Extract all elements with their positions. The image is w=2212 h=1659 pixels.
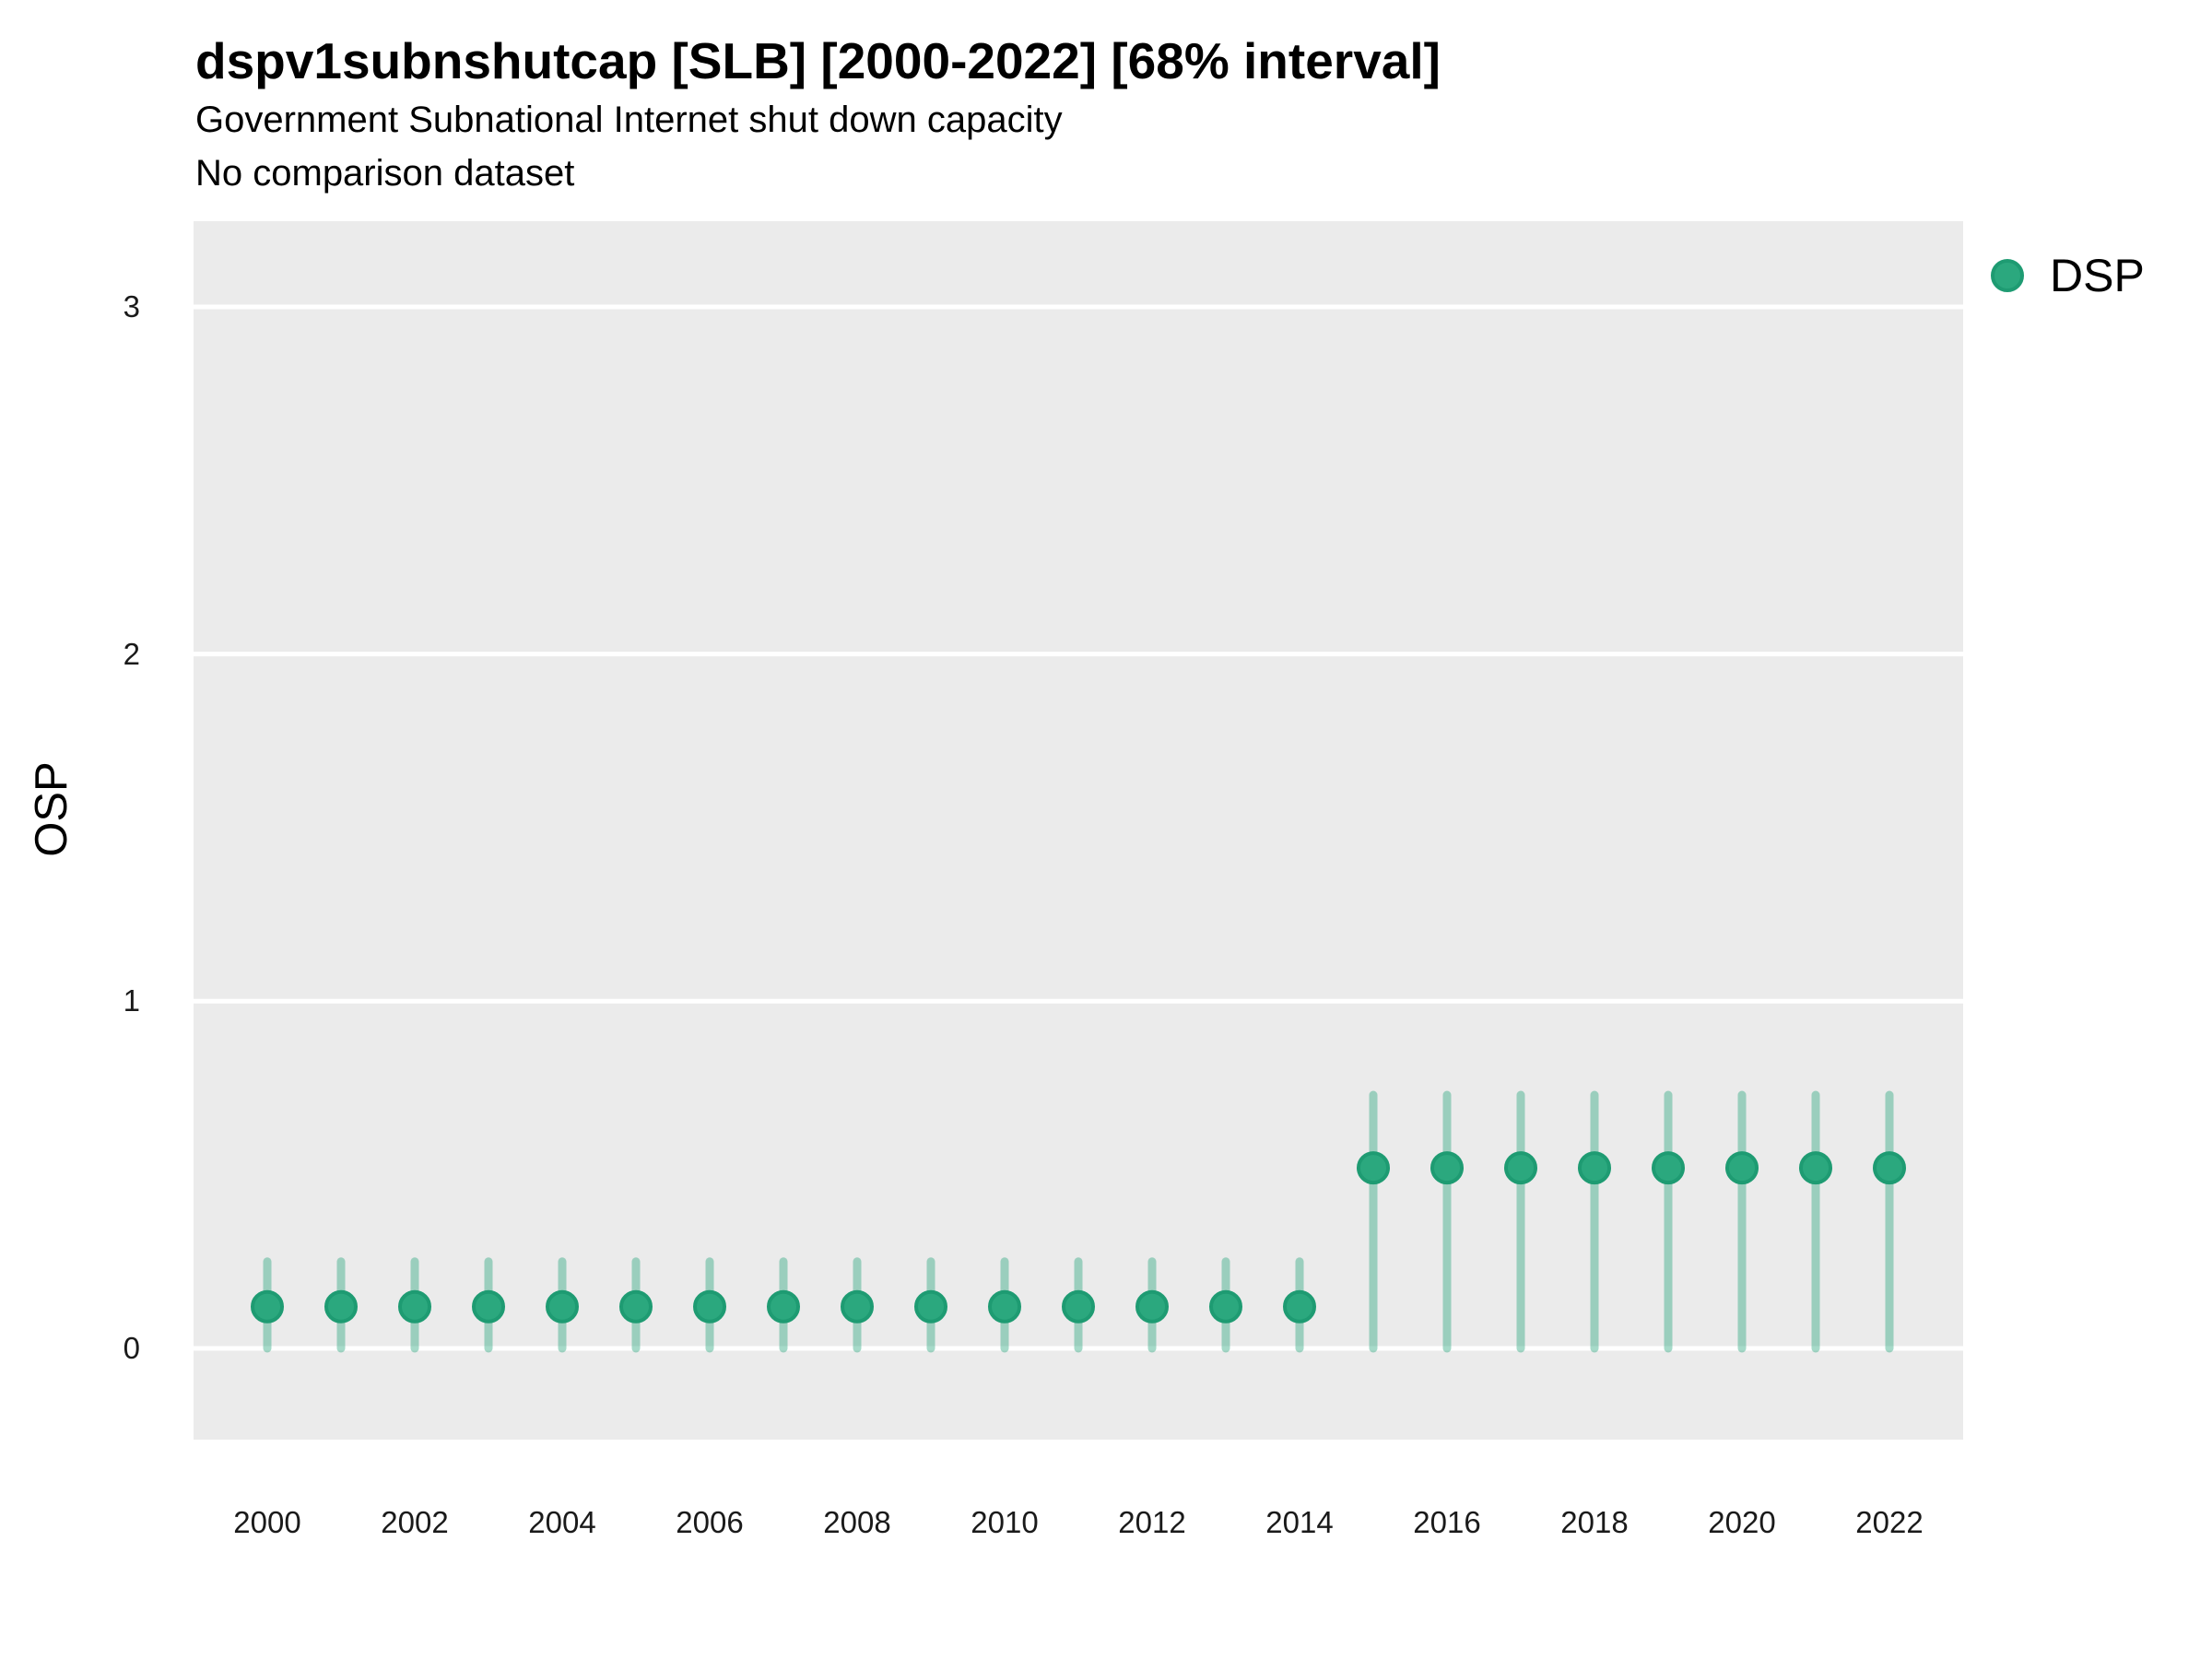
x-tick-label-2020: 2020: [1708, 1505, 1776, 1539]
x-tick-label-2014: 2014: [1265, 1505, 1334, 1539]
data-point-2003: [472, 1289, 505, 1324]
data-point-2005: [619, 1289, 653, 1324]
data-point-2021: [1799, 1151, 1832, 1185]
data-point-2014: [1283, 1289, 1316, 1324]
data-point-2001: [324, 1289, 358, 1324]
plot-area: [194, 221, 1963, 1440]
y-axis-title: OSP: [27, 761, 76, 857]
x-tick-label-2016: 2016: [1413, 1505, 1481, 1539]
legend-label: DSP: [2050, 250, 2145, 301]
y-tick-label-0: 0: [123, 1330, 140, 1365]
x-tick-label-2000: 2000: [233, 1505, 301, 1539]
y-tick-label-1: 1: [123, 983, 140, 1018]
y-tick-label-3: 3: [123, 289, 140, 324]
x-tick-label-2004: 2004: [528, 1505, 596, 1539]
x-tick-label-2012: 2012: [1118, 1505, 1186, 1539]
data-point-2020: [1725, 1151, 1759, 1185]
x-tick-label-2006: 2006: [676, 1505, 744, 1539]
y-tick-label-2: 2: [123, 636, 140, 671]
data-point-2015: [1357, 1151, 1390, 1185]
data-point-2002: [398, 1289, 431, 1324]
legend: DSP: [1991, 249, 2145, 302]
chart-subtitle: Government Subnational Internet shut dow…: [195, 100, 1063, 140]
data-point-2012: [1135, 1289, 1169, 1324]
x-tick-label-2002: 2002: [381, 1505, 449, 1539]
data-point-2004: [546, 1289, 579, 1324]
data-point-2013: [1209, 1289, 1242, 1324]
x-tick-label-2010: 2010: [971, 1505, 1039, 1539]
data-point-2016: [1430, 1151, 1464, 1185]
data-point-2000: [251, 1289, 284, 1324]
data-point-2008: [841, 1289, 874, 1324]
data-point-2022: [1873, 1151, 1906, 1185]
data-point-2007: [767, 1289, 800, 1324]
chart-title: dspv1subnshutcap [SLB] [2000-2022] [68% …: [195, 32, 1441, 89]
x-tick-label-2018: 2018: [1560, 1505, 1629, 1539]
x-tick-label-2022: 2022: [1855, 1505, 1924, 1539]
x-tick-label-2008: 2008: [823, 1505, 891, 1539]
data-point-2009: [914, 1289, 947, 1324]
data-point-2019: [1652, 1151, 1685, 1185]
chart-note: No comparison dataset: [195, 153, 575, 194]
panel-background: [194, 221, 1963, 1440]
data-point-2017: [1504, 1151, 1537, 1185]
data-point-2018: [1578, 1151, 1611, 1185]
data-point-2006: [693, 1289, 726, 1324]
legend-point-icon: [1991, 259, 2024, 292]
data-point-2011: [1062, 1289, 1095, 1324]
data-point-2010: [988, 1289, 1021, 1324]
